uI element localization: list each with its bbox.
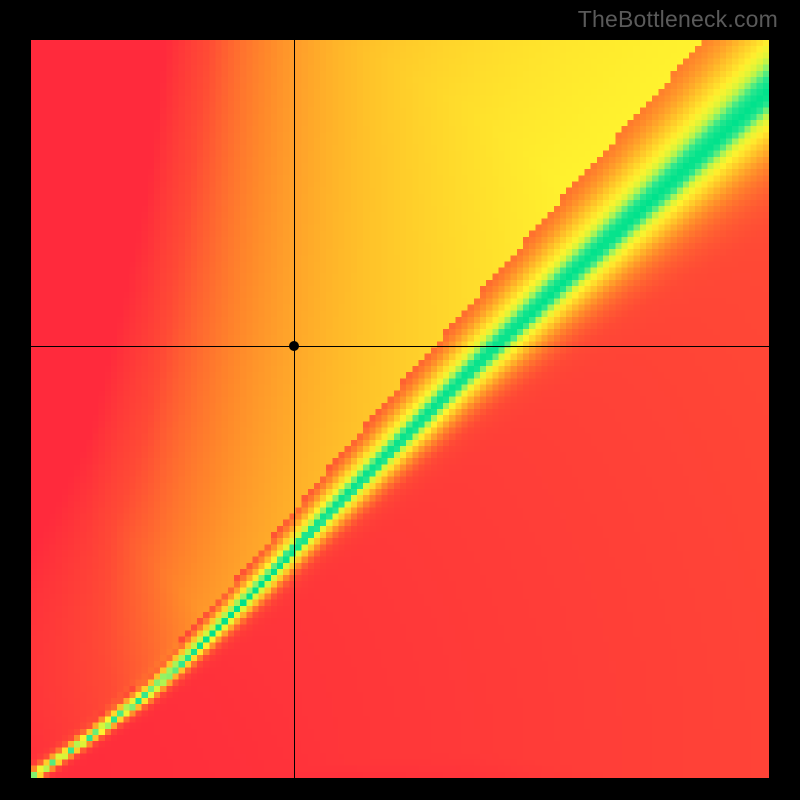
chart-container: TheBottleneck.com bbox=[0, 0, 800, 800]
crosshair-horizontal bbox=[31, 346, 769, 347]
crosshair-vertical bbox=[294, 40, 295, 778]
heatmap-canvas bbox=[31, 40, 769, 778]
plot-area bbox=[31, 40, 769, 778]
attribution-text: TheBottleneck.com bbox=[578, 6, 778, 33]
crosshair-marker bbox=[289, 341, 299, 351]
